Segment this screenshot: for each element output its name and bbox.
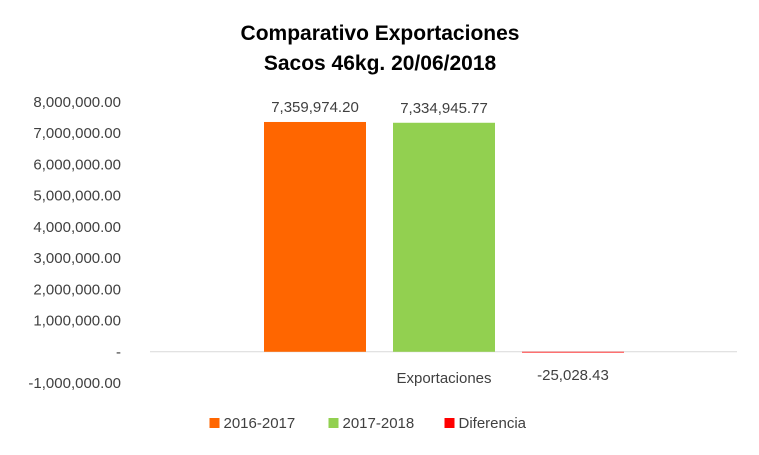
data-label: -25,028.43 [537,367,609,384]
data-label: 7,359,974.20 [271,99,359,116]
legend-swatch [444,418,455,428]
chart-title-line-1: Comparativo Exportaciones [241,22,520,45]
y-tick-label: 7,000,000.00 [33,125,121,142]
y-tick-label: 6,000,000.00 [33,156,121,173]
chart-title-line-2: Sacos 46kg. 20/06/2018 [264,52,497,75]
data-label: 7,334,945.77 [400,100,488,117]
y-tick-label: 1,000,000.00 [33,313,121,330]
bar-Diferencia [522,351,624,353]
y-tick-label: 5,000,000.00 [33,188,121,205]
legend-swatch [328,418,339,428]
y-tick-label: -1,000,000.00 [28,375,121,392]
bars-group [264,121,624,353]
bar-2016-2017 [264,121,366,352]
data-labels-group: 7,359,974.20 7,334,945.77 -25,028.43 [271,99,609,384]
bar-2017-2018 [393,122,495,352]
legend-swatch [209,418,220,428]
y-tick-label: 3,000,000.00 [33,250,121,267]
y-axis-tick-labels: 8,000,000.00 7,000,000.00 6,000,000.00 5,00… [28,94,121,392]
y-tick-label: 8,000,000.00 [33,94,121,111]
y-tick-label: 4,000,000.00 [33,219,121,236]
category-label: Exportaciones [396,370,491,387]
y-tick-label: - [116,344,121,361]
legend-label: 2016-2017 [224,415,296,432]
legend: 2016-2017 2017-2018 Diferencia [209,415,527,432]
legend-label: 2017-2018 [343,415,415,432]
y-tick-label: 2,000,000.00 [33,281,121,298]
legend-label: Diferencia [459,415,527,432]
